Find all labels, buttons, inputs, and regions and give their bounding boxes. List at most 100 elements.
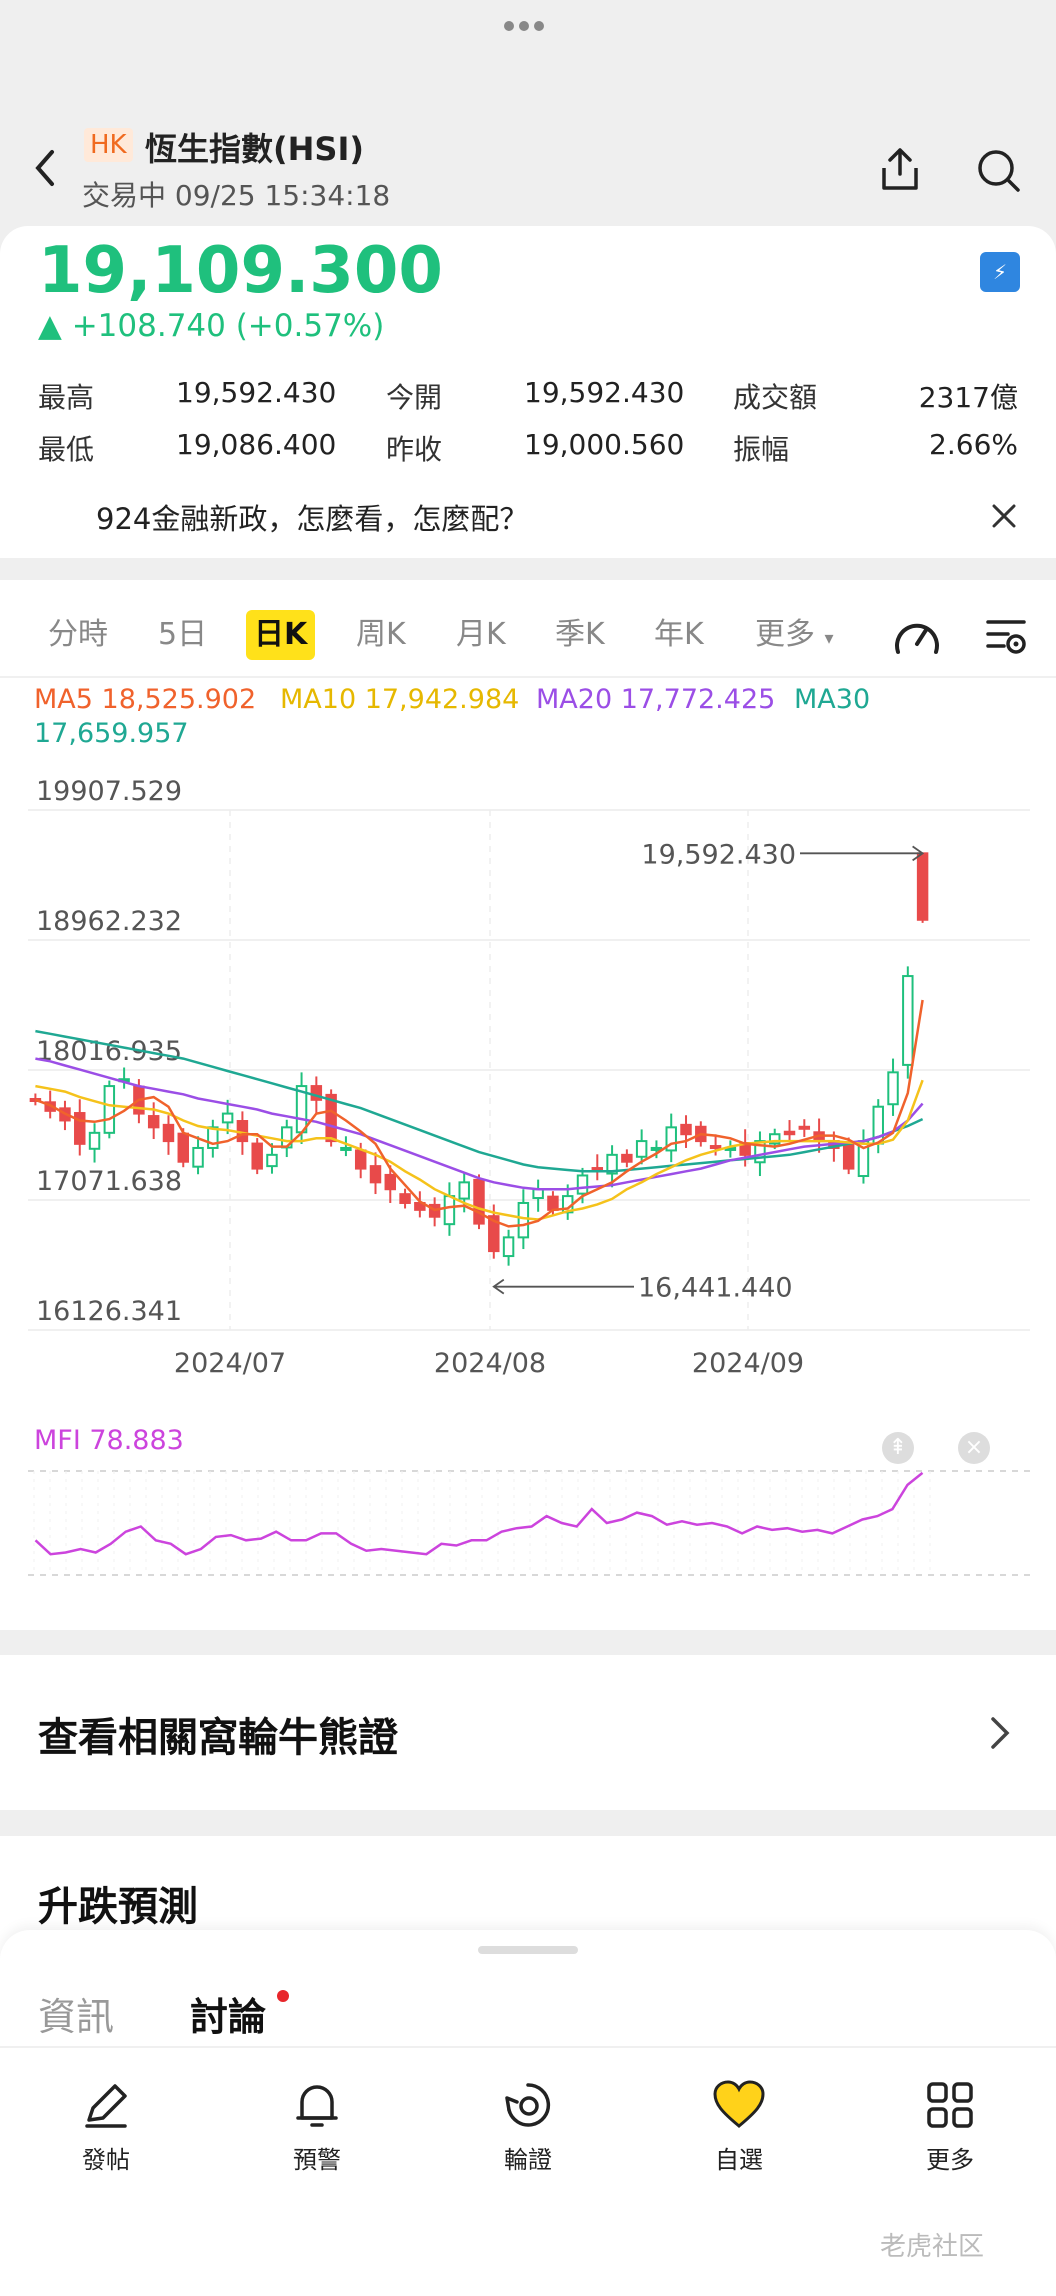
pin-icon[interactable]: ⇞ [882,1432,914,1464]
predict-title: 升跌預測 [38,1884,198,1930]
low-annotation-label: 16,441.440 [638,1273,793,1304]
bottom-sheet: 資訊 討論 發帖 預警 輪證 自選 更多 老虎社区 [0,1930,1056,2296]
prev-close-value: 19,000.560 [524,428,685,461]
back-icon[interactable] [30,148,60,192]
x-tick-label: 2024/09 [692,1348,804,1379]
ma30-value: 17,659.957 [34,718,189,749]
ma20-legend: MA20 17,772.425 [536,684,776,715]
ma20-line [35,1057,924,1191]
nav-alert[interactable]: 預警 [257,2080,377,2175]
period-yearly[interactable]: 年K [654,617,704,652]
price-change: ▲ +108.740 (+0.57%) [38,308,385,344]
high-annotation-label: 19,592.430 [641,839,796,870]
candle-body [517,1201,530,1239]
ma30-line [35,1029,924,1173]
low-label: 最低 [38,433,95,466]
candle-body [606,1153,618,1175]
nav-warrant[interactable]: 輪證 [468,2080,588,2175]
news-banner-text[interactable]: 924金融新政，怎麼看，怎麼配？ [96,502,529,536]
candle-body [488,1215,500,1253]
pencil-icon [85,2084,127,2128]
candle-body [769,1133,781,1145]
amplitude-value: 2.66% [929,428,1018,461]
candle-body [369,1165,382,1184]
chart-settings-icon[interactable] [984,614,1028,662]
y-tick-label: 19907.529 [36,776,182,807]
candle-body [709,1145,722,1150]
candle-body [576,1174,589,1195]
candle-body [325,1093,337,1143]
mfi-line [34,1471,924,1556]
candle-body [207,1126,219,1149]
period-more[interactable]: 更多 ▾ [755,610,834,660]
watermark: 老虎社区 [880,2232,985,2262]
nav-more-label: 更多 [926,2146,974,2174]
ma10-legend: MA10 17,942.984 [280,684,520,715]
close-indicator-icon[interactable]: × [958,1432,990,1464]
candle-body [251,1142,263,1170]
candle-body [502,1236,515,1258]
candle-body [842,1142,855,1170]
divider [0,676,1056,678]
candle-body [887,1071,899,1106]
mfi-chart[interactable] [0,1465,1056,1585]
low-annotation-arrow [492,1278,505,1295]
candle-body [547,1195,559,1211]
tab-discussion[interactable]: 討論 [190,1995,267,2039]
x-tick-label: 2024/07 [174,1348,286,1379]
candle-body [177,1132,189,1163]
caret-down-icon: ▾ [824,628,834,649]
period-weekly[interactable]: 周K [356,617,406,652]
heart-icon [713,2080,765,2128]
high-annotation-arrow [912,845,925,862]
candle-body [458,1181,470,1200]
candle-body [162,1123,175,1143]
candle-body [798,1125,811,1130]
period-intraday[interactable]: 分時 [48,617,108,652]
nav-post[interactable]: 發帖 [46,2080,166,2175]
turnover-label: 成交額 [733,381,818,414]
search-icon[interactable] [976,148,1022,198]
amplitude-label: 振幅 [733,433,790,466]
ma5-legend: MA5 18,525.902 [34,684,257,715]
period-monthly[interactable]: 月K [456,617,506,652]
period-more-label: 更多 [755,617,815,652]
candle-body [266,1153,278,1168]
candle-body [754,1140,766,1164]
candle-body [783,1130,796,1136]
open-label: 今開 [386,381,443,414]
candle-body [384,1173,397,1191]
close-icon[interactable] [990,502,1018,534]
last-price: 19,109.300 [38,234,443,308]
warrant-link-card[interactable]: 查看相關窩輪牛熊證 [0,1655,1056,1810]
divider [0,2046,1056,2048]
candle-body [147,1115,160,1129]
warrant-icon [505,2083,551,2127]
market-badge: HK [84,128,133,162]
share-icon[interactable] [878,146,922,196]
nav-more[interactable]: 更多 [890,2080,1010,2175]
window-handle[interactable] [504,16,552,31]
candle-body [591,1167,604,1172]
tab-info[interactable]: 資訊 [38,1995,115,2039]
candlestick-chart[interactable]: 19907.529 18962.232 18016.935 17071.638 1612… [0,750,1056,1450]
y-tick-label: 18962.232 [36,906,182,937]
sheet-handle[interactable] [478,1946,578,1954]
y-tick-label: 17071.638 [36,1166,182,1197]
low-value: 19,086.400 [176,428,337,461]
high-value: 19,592.430 [176,376,337,409]
grid-icon [927,2082,973,2128]
candle-body [74,1112,86,1145]
period-quarterly[interactable]: 季K [555,617,605,652]
notification-dot [277,1990,289,2002]
nav-watchlist[interactable]: 自選 [679,2080,799,2175]
candle-body [354,1149,367,1170]
gauge-icon[interactable] [892,614,942,662]
y-tick-label: 18016.935 [36,1036,182,1067]
period-5day[interactable]: 5日 [158,617,208,652]
period-daily[interactable]: 日K [246,610,316,660]
lightning-icon[interactable]: ⚡ [980,252,1020,292]
quote-card: 19,109.300 ▲ +108.740 (+0.57%) ⚡ 最高 19,5… [0,226,1056,558]
candle-body [103,1085,116,1134]
candle-body [532,1188,544,1200]
